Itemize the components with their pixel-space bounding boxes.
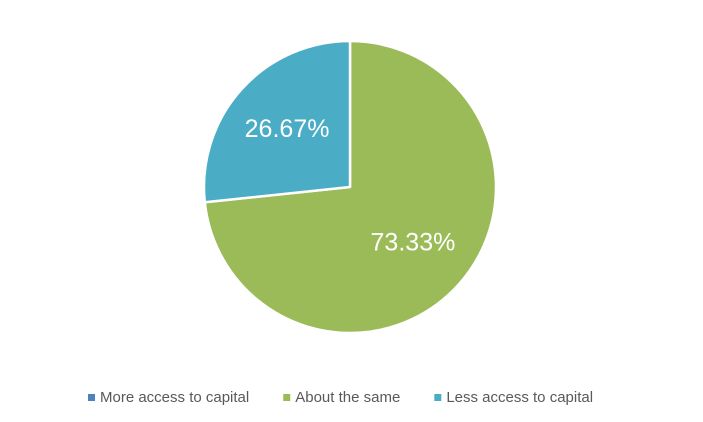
legend-label: Less access to capital xyxy=(446,389,593,406)
legend-marker xyxy=(88,394,95,401)
data-label: 73.33% xyxy=(371,228,456,256)
legend-marker xyxy=(283,394,291,401)
legend-label: More access to capital xyxy=(100,389,249,406)
legend-marker xyxy=(434,394,442,401)
pie-slice xyxy=(202,39,352,204)
legend-label: About the same xyxy=(295,389,400,406)
data-label: 26.67% xyxy=(245,115,330,143)
